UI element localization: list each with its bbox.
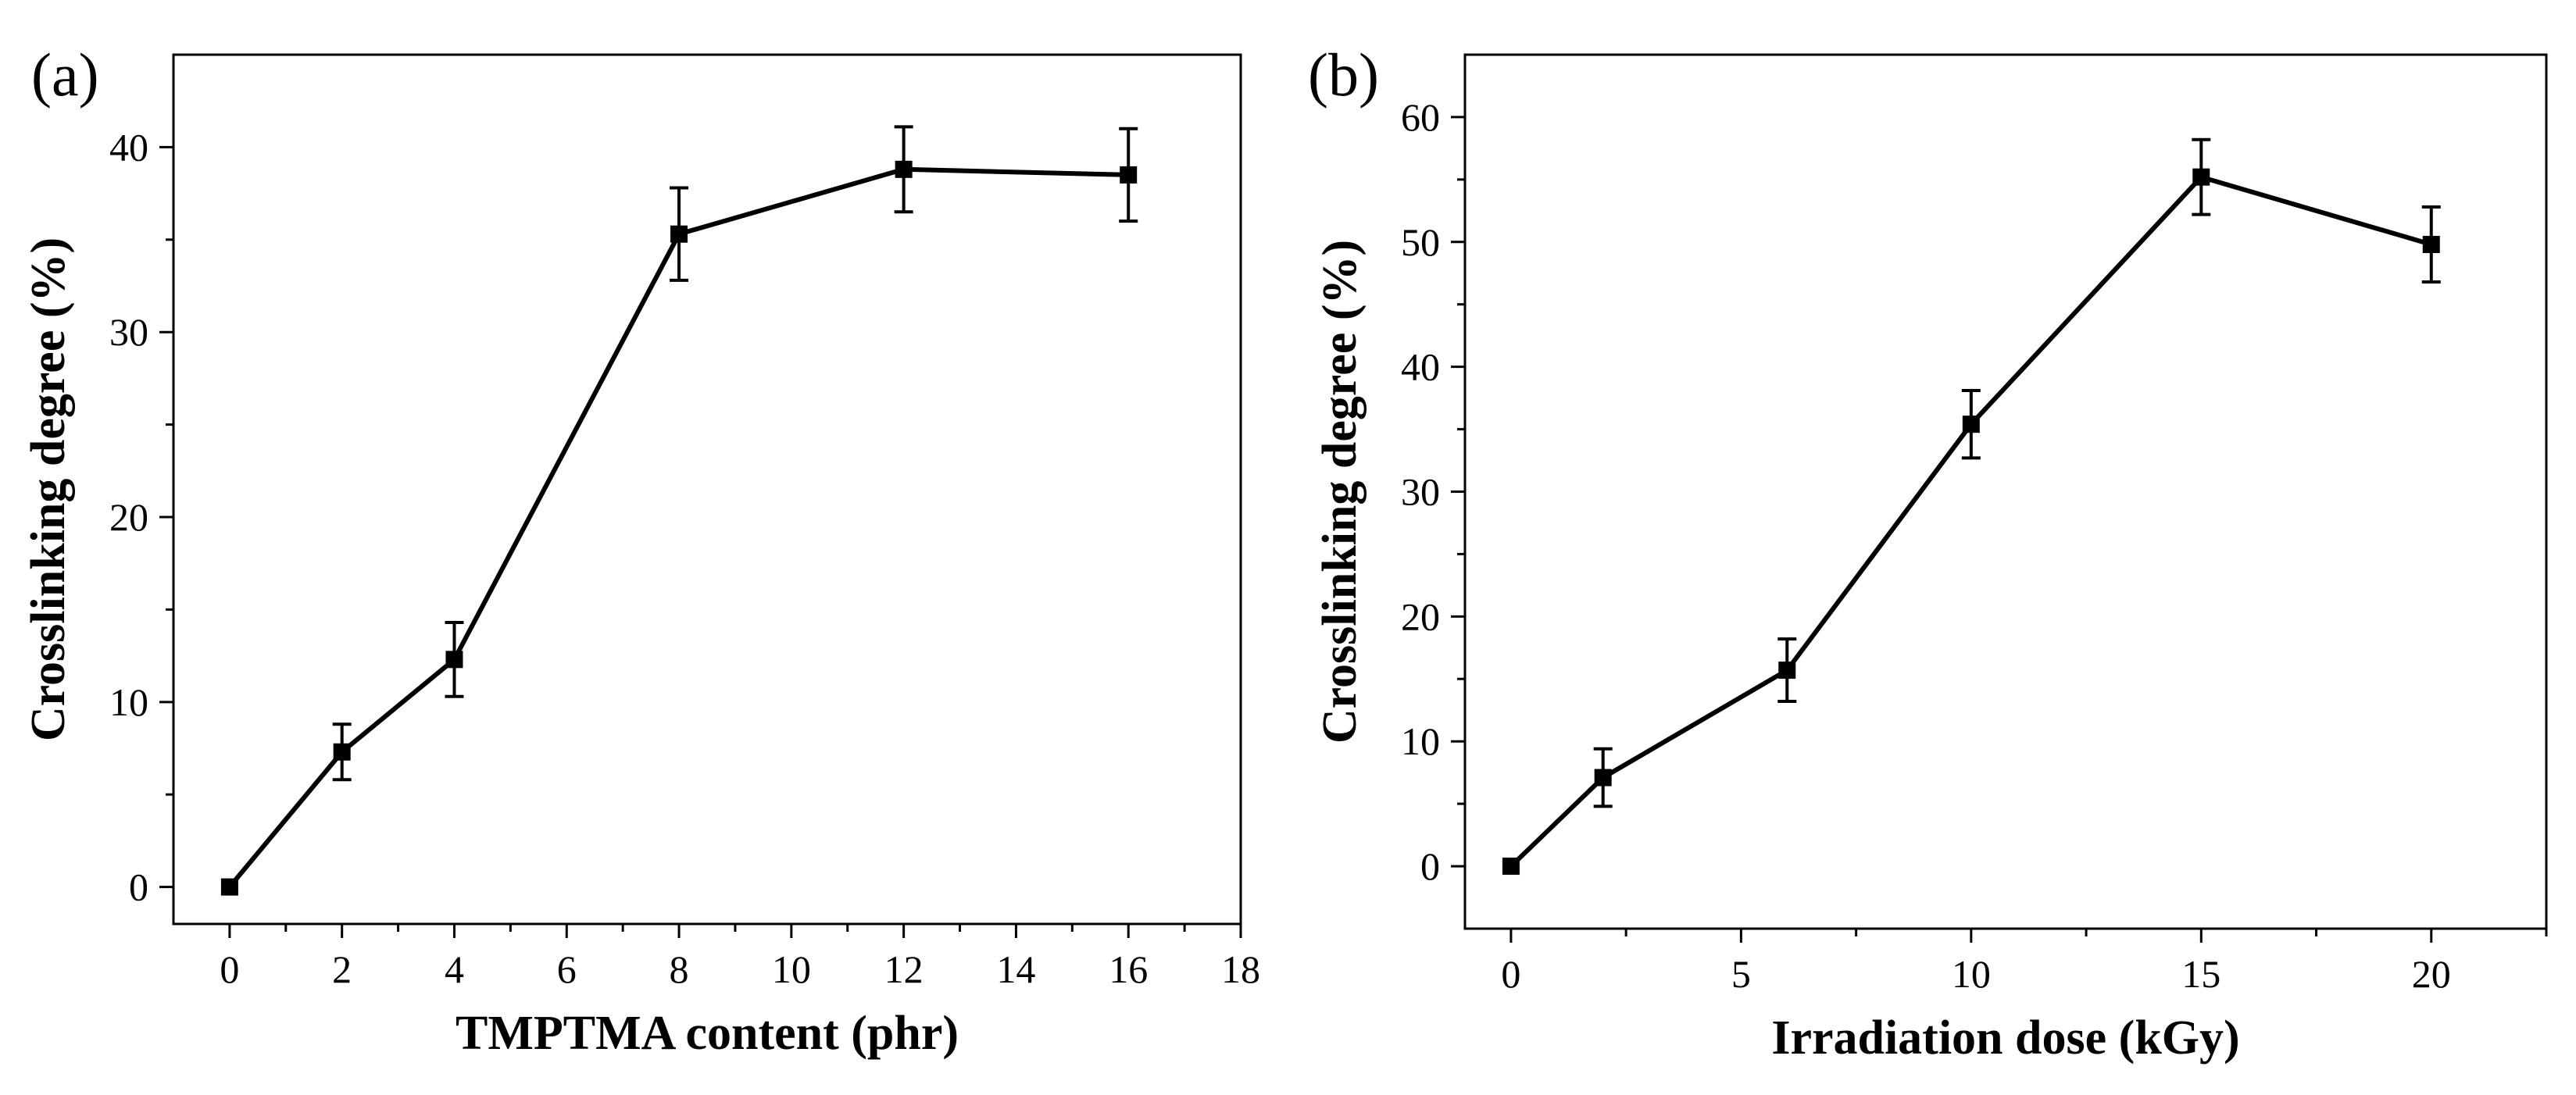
x-axis-a: 0 2 4 6 8 10 12 14 16 18 — [220, 924, 1260, 991]
series-line-b — [1509, 174, 2432, 869]
y-tick-label: 10 — [109, 680, 148, 724]
data-point — [895, 160, 913, 178]
data-point — [220, 878, 238, 896]
x-tick-label: 5 — [1731, 952, 1751, 996]
x-tick-label: 14 — [996, 947, 1035, 991]
series-line-a — [227, 166, 1129, 889]
data-point — [333, 743, 351, 761]
data-point — [2192, 168, 2210, 186]
data-point — [445, 651, 463, 669]
x-tick-label: 10 — [1952, 952, 1991, 996]
y-tick-label: 30 — [1401, 470, 1440, 514]
x-tick-label: 0 — [1501, 952, 1520, 996]
y-axis-title-a: Crosslinking degree (%) — [22, 237, 75, 741]
y-axis-title-b: Crosslinking degree (%) — [1313, 240, 1367, 744]
data-point — [670, 225, 688, 243]
x-tick-label: 16 — [1109, 947, 1148, 991]
x-tick-label: 8 — [670, 947, 689, 991]
panel-a: (a) 0 10 20 30 40 0 2 4 6 8 10 12 14 16 18 TMPTMA con… — [22, 41, 1260, 1060]
y-tick-label: 10 — [1401, 719, 1440, 763]
x-tick-label: 4 — [445, 947, 464, 991]
panel-label-b: (b) — [1308, 41, 1379, 109]
y-tick-label: 60 — [1401, 95, 1440, 139]
data-point — [1594, 769, 1612, 786]
y-tick-label: 20 — [109, 495, 148, 539]
x-tick-label: 18 — [1221, 947, 1260, 991]
data-point — [2422, 235, 2440, 253]
panel-label-a: (a) — [31, 41, 99, 109]
y-tick-label: 20 — [1401, 594, 1440, 638]
plot-frame-a — [172, 53, 1242, 926]
y-axis-a: 0 10 20 30 40 — [109, 125, 173, 909]
data-points-b — [1502, 168, 2440, 876]
y-tick-label: 0 — [129, 865, 148, 909]
x-tick-label: 10 — [772, 947, 811, 991]
x-axis-title-b: Irradiation dose (kGy) — [1771, 1011, 2239, 1065]
x-tick-label: 20 — [2412, 952, 2451, 996]
y-tick-label: 50 — [1401, 220, 1440, 264]
x-tick-label: 2 — [332, 947, 352, 991]
panel-b: (b) 0 10 20 30 40 50 60 0 5 10 15 20 Irradiation d… — [1308, 41, 2548, 1065]
y-tick-label: 40 — [109, 125, 148, 169]
x-tick-label: 0 — [220, 947, 239, 991]
data-points-a — [220, 160, 1138, 896]
y-tick-label: 30 — [109, 310, 148, 354]
y-axis-b: 0 10 20 30 40 50 60 — [1401, 95, 1465, 888]
y-tick-label: 40 — [1401, 345, 1440, 389]
x-tick-label: 15 — [2181, 952, 2221, 996]
y-tick-label: 0 — [1420, 844, 1440, 888]
x-tick-label: 6 — [557, 947, 577, 991]
data-point — [1120, 166, 1138, 184]
data-point — [1778, 662, 1796, 679]
x-axis-b: 0 5 10 15 20 — [1501, 929, 2548, 996]
x-axis-title-a: TMPTMA content (phr) — [456, 1007, 959, 1060]
error-bars-a — [332, 125, 1138, 782]
plot-frame-b — [1463, 53, 2548, 930]
data-point — [1962, 416, 1980, 433]
x-tick-label: 12 — [884, 947, 924, 991]
data-point — [1502, 858, 1520, 876]
